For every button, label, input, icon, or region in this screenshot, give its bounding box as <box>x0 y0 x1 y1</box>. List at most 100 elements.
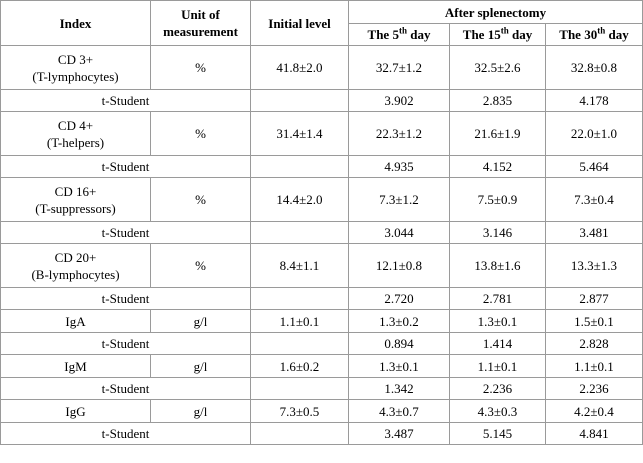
initial-cell: 1.1±0.1 <box>250 309 349 333</box>
t-value-cell: 1.342 <box>348 377 450 400</box>
value-cell: 1.3±0.1 <box>449 309 546 333</box>
t-value-cell: 3.481 <box>545 221 643 244</box>
initial-cell: 41.8±2.0 <box>250 45 349 90</box>
t-label-cell: t-Student <box>0 89 251 112</box>
day-superscript: th <box>597 25 606 36</box>
header-cell: Unit of measurement <box>150 0 251 46</box>
value-cell: 13.3±1.3 <box>545 243 643 288</box>
data-row: IgA g/l 1.1±0.1 1.3±0.2 1.3±0.1 1.5±0.1 <box>0 309 643 333</box>
index-text: CD 20+ <box>54 249 97 265</box>
empty-cell <box>250 332 349 355</box>
day-superscript: th <box>500 25 509 36</box>
index-cell: CD 20+ (B-lymphocytes) <box>0 243 151 288</box>
t-value-cell: 2.236 <box>545 377 643 400</box>
empty-cell <box>250 287 349 310</box>
t-value-cell: 2.720 <box>348 287 450 310</box>
data-row: CD 3+ (T-lymphocytes)% 41.8±2.0 32.7±1.2 32.… <box>0 45 643 90</box>
value-cell: 7.3±1.2 <box>348 177 450 222</box>
index-text: CD 16+ <box>54 183 97 199</box>
initial-cell: 7.3±0.5 <box>250 399 349 423</box>
header-cell: Initial level <box>250 0 349 46</box>
index-cell: CD 3+ (T-lymphocytes) <box>0 45 151 90</box>
day-text: The 30 <box>559 27 598 42</box>
index-text: IgA <box>65 313 86 329</box>
index-text: (B-lymphocytes) <box>31 266 120 282</box>
value-cell: 4.3±0.7 <box>348 399 450 423</box>
value-cell: 1.1±0.1 <box>545 354 643 378</box>
data-row: IgM g/l 1.6±0.2 1.3±0.1 1.1±0.1 1.1±0.1 <box>0 354 643 378</box>
initial-cell: 14.4±2.0 <box>250 177 349 222</box>
value-cell: 4.2±0.4 <box>545 399 643 423</box>
index-text: (T-helpers) <box>46 134 105 150</box>
t-value-cell: 4.178 <box>545 89 643 112</box>
value-cell: 1.3±0.2 <box>348 309 450 333</box>
index-text: CD 3+ <box>57 51 94 67</box>
header-cell: After splenectomy <box>348 0 643 24</box>
day-header: The 15th day <box>449 23 546 46</box>
data-row: CD 16+ (T-suppressors)% 14.4±2.0 7.3±1.2 7.5… <box>0 177 643 222</box>
value-cell: 32.5±2.6 <box>449 45 546 90</box>
t-value-cell: 0.894 <box>348 332 450 355</box>
t-row: t-Student 1.342 2.236 2.236 <box>0 377 643 400</box>
empty-cell <box>250 422 349 445</box>
unit-cell: g/l <box>150 399 251 423</box>
day-header: The 5th day <box>348 23 450 46</box>
day-text: The 5 <box>367 27 399 42</box>
t-value-cell: 4.935 <box>348 155 450 178</box>
t-value-cell: 2.835 <box>449 89 546 112</box>
initial-cell: 31.4±1.4 <box>250 111 349 156</box>
t-row: t-Student 3.044 3.146 3.481 <box>0 221 643 244</box>
index-cell: CD 4+ (T-helpers) <box>0 111 151 156</box>
value-cell: 1.3±0.1 <box>348 354 450 378</box>
t-value-cell: 2.877 <box>545 287 643 310</box>
t-value-cell: 2.236 <box>449 377 546 400</box>
day-text: day <box>508 27 533 42</box>
t-label-cell: t-Student <box>0 155 251 178</box>
index-text: IgG <box>65 403 86 419</box>
header-row: The 5th day The 15th day The 30th day <box>1 23 643 46</box>
t-value-cell: 2.828 <box>545 332 643 355</box>
index-text: (T-lymphocytes) <box>32 68 119 84</box>
index-text: (T-suppressors) <box>35 200 116 216</box>
header-row: Index Unit of measurement Initial level … <box>0 0 643 46</box>
t-value-cell: 3.146 <box>449 221 546 244</box>
index-text: IgM <box>64 358 87 374</box>
day-text: day <box>406 27 431 42</box>
data-table: Index Unit of measurement Initial level … <box>0 0 643 445</box>
value-cell: 4.3±0.3 <box>449 399 546 423</box>
empty-cell <box>250 89 349 112</box>
value-cell: 32.7±1.2 <box>348 45 450 90</box>
unit-cell: % <box>150 177 251 222</box>
t-row: t-Student 0.894 1.414 2.828 <box>0 332 643 355</box>
t-row: t-Student 2.720 2.781 2.877 <box>0 287 643 310</box>
t-label-cell: t-Student <box>0 332 251 355</box>
table-header: Index Unit of measurement Initial level … <box>0 0 643 46</box>
unit-cell: % <box>150 243 251 288</box>
data-row: CD 4+ (T-helpers)% 31.4±1.4 22.3±1.2 21.6±1.… <box>0 111 643 156</box>
t-value-cell: 2.781 <box>449 287 546 310</box>
t-value-cell: 3.044 <box>348 221 450 244</box>
value-cell: 1.1±0.1 <box>449 354 546 378</box>
index-cell: IgM <box>0 354 151 378</box>
day-text: The 15 <box>462 27 501 42</box>
t-label-cell: t-Student <box>0 287 251 310</box>
day-superscript: th <box>398 25 407 36</box>
index-cell: IgG <box>0 399 151 423</box>
header-cell: Index <box>0 0 151 46</box>
value-cell: 12.1±0.8 <box>348 243 450 288</box>
value-cell: 21.6±1.9 <box>449 111 546 156</box>
data-row: CD 20+ (B-lymphocytes)% 8.4±1.1 12.1±0.8 13.… <box>0 243 643 288</box>
unit-cell: g/l <box>150 354 251 378</box>
t-value-cell: 1.414 <box>449 332 546 355</box>
day-header: The 30th day <box>545 23 643 46</box>
value-cell: 7.3±0.4 <box>545 177 643 222</box>
t-value-cell: 5.464 <box>545 155 643 178</box>
unit-cell: % <box>150 45 251 90</box>
empty-cell <box>250 221 349 244</box>
t-value-cell: 3.902 <box>348 89 450 112</box>
t-value-cell: 4.841 <box>545 422 643 445</box>
t-label-cell: t-Student <box>0 221 251 244</box>
table-body: CD 3+ (T-lymphocytes)% 41.8±2.0 32.7±1.2 32.… <box>0 45 643 445</box>
t-row: t-Student 4.935 4.152 5.464 <box>0 155 643 178</box>
